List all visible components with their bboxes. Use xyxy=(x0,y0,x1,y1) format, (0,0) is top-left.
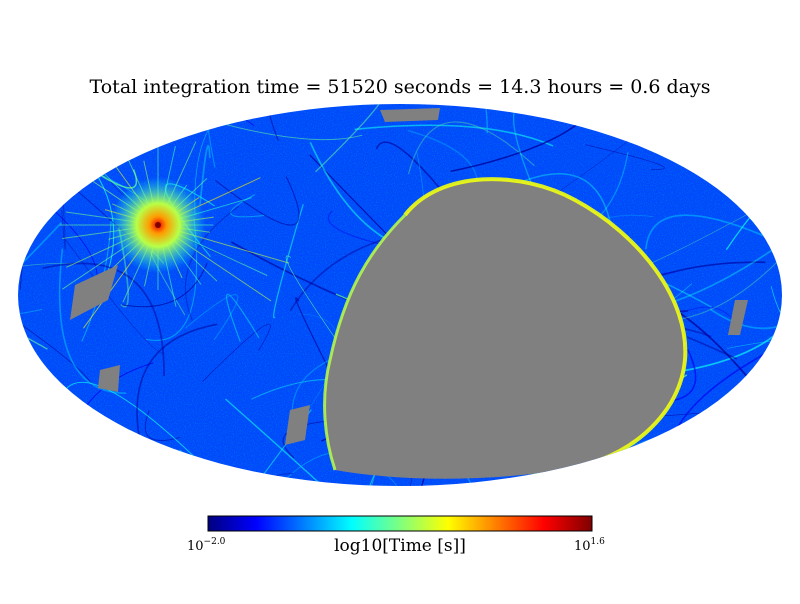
exposure-hotspot-peak xyxy=(155,222,161,228)
colorbar-min-label: 10−2.0 xyxy=(187,537,226,554)
scan-track xyxy=(585,144,665,170)
scan-track xyxy=(422,104,488,134)
scan-track xyxy=(770,286,782,412)
scan-track xyxy=(354,124,554,147)
scan-track xyxy=(184,205,240,321)
scan-track xyxy=(202,323,271,382)
scan-track xyxy=(304,469,377,486)
unobserved-region-left xyxy=(70,265,118,320)
scan-track xyxy=(215,176,300,226)
unobserved-region-low xyxy=(285,405,310,445)
scan-track xyxy=(18,262,73,288)
unobserved-regions xyxy=(70,108,748,479)
scan-track xyxy=(273,203,304,319)
scan-track xyxy=(726,337,782,402)
unobserved-region-top xyxy=(380,108,440,122)
exposure-rim-left xyxy=(323,213,407,471)
scan-track xyxy=(645,214,767,250)
scan-track xyxy=(725,104,782,251)
scan-track xyxy=(199,144,211,205)
scan-track xyxy=(282,420,327,459)
scan-track xyxy=(225,398,378,486)
unobserved-region-main xyxy=(324,179,686,479)
scan-track xyxy=(61,200,66,250)
scan-track xyxy=(226,293,260,342)
scan-track xyxy=(18,262,43,316)
scan-track xyxy=(62,235,165,354)
unobserved-region-left-low xyxy=(98,365,120,392)
scan-track xyxy=(18,222,62,282)
scan-track xyxy=(42,262,165,377)
scan-track xyxy=(407,121,535,175)
colorbar-label: log10[Time [s]] xyxy=(334,536,466,556)
scan-track xyxy=(144,410,180,442)
scan-track xyxy=(121,262,208,308)
colorbar-max-label: 101.6 xyxy=(574,537,605,554)
scan-track xyxy=(205,104,237,168)
colorbar-gradient xyxy=(207,515,593,532)
exposure-rim xyxy=(403,177,688,462)
scan-track xyxy=(185,293,239,341)
scan-track xyxy=(239,472,294,486)
unobserved-region-right xyxy=(728,300,748,335)
chart-title: Total integration time = 51520 seconds =… xyxy=(89,76,711,98)
scan-track xyxy=(136,323,218,450)
scan-track xyxy=(315,104,385,173)
scan-track xyxy=(58,248,127,394)
scan-track xyxy=(18,275,93,386)
